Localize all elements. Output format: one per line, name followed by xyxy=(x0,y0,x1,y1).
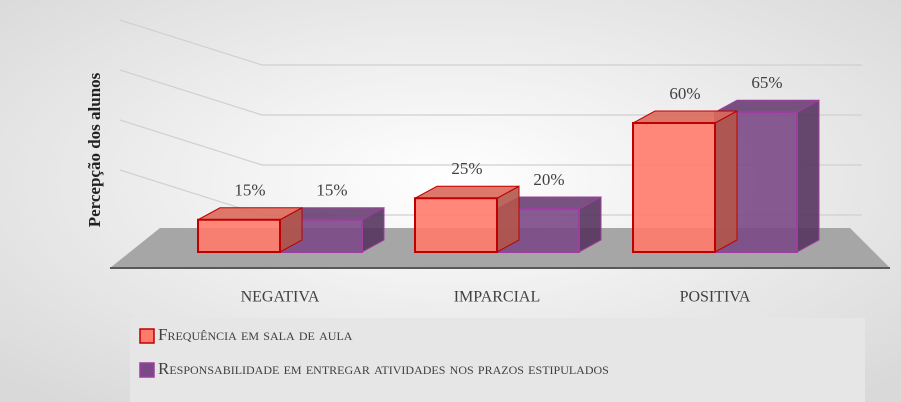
data-label: 60% xyxy=(669,84,700,103)
grid-line xyxy=(119,19,862,66)
legend-box xyxy=(130,318,865,402)
data-label: 20% xyxy=(533,170,564,189)
legend-label: Frequência em sala de aula xyxy=(158,325,353,344)
x-tick-label: POSITIVA xyxy=(680,289,751,306)
y-axis-label: Percepção dos alunos xyxy=(85,72,104,227)
data-label: 25% xyxy=(451,159,482,178)
x-tick-label: NEGATIVA xyxy=(241,289,320,306)
legend-label: Responsabilidade em entregar atividades … xyxy=(158,359,609,378)
data-label: 65% xyxy=(751,73,782,92)
x-tick-label: IMPARCIAL xyxy=(454,289,541,306)
data-label: 15% xyxy=(316,181,347,200)
bar xyxy=(414,197,498,253)
legend-swatch xyxy=(139,328,155,344)
bar-side xyxy=(796,99,820,253)
bar xyxy=(197,218,281,253)
data-label: 15% xyxy=(234,181,265,200)
bar-side xyxy=(714,110,738,253)
legend-swatch xyxy=(139,362,155,378)
bar xyxy=(632,122,716,253)
